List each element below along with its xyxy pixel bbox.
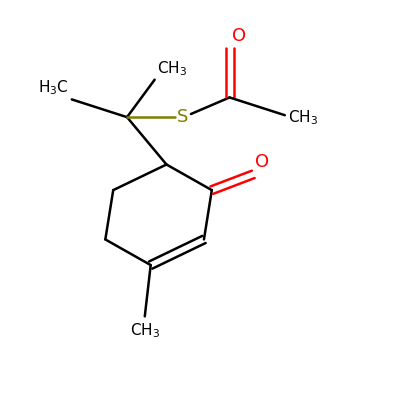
Text: CH$_3$: CH$_3$	[157, 59, 187, 78]
Text: O: O	[232, 27, 246, 45]
Text: O: O	[255, 153, 269, 171]
Text: CH$_3$: CH$_3$	[130, 321, 160, 340]
Text: S: S	[176, 108, 188, 126]
Text: CH$_3$: CH$_3$	[288, 108, 318, 126]
Text: H$_3$C: H$_3$C	[38, 79, 69, 98]
